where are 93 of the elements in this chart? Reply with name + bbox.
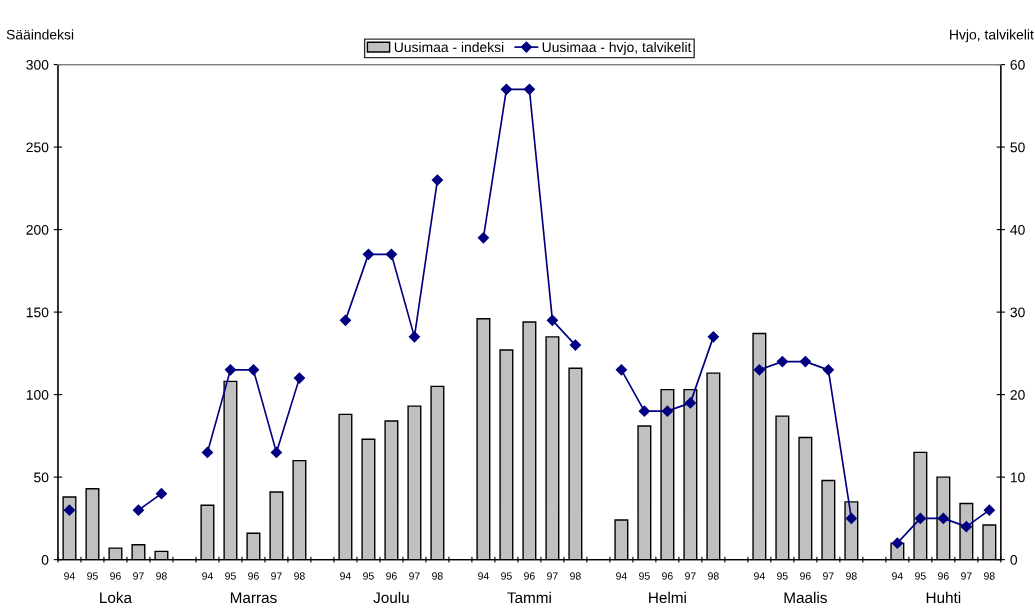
x-tick-label: 98 (846, 572, 857, 580)
x-tick-label: 96 (386, 572, 397, 580)
x-tick-label: 96 (248, 572, 259, 580)
text: Tammi (507, 591, 551, 604)
x-tick-label: 96 (662, 572, 673, 580)
x-tick-label: 97 (685, 572, 696, 580)
x-tick-label: 98 (708, 572, 719, 580)
point (132, 504, 145, 516)
y-tick-label: 0 (41, 554, 49, 565)
y2-tick-label: 0 (1010, 554, 1018, 565)
y2-tick-label: 20 (1010, 389, 1025, 400)
x-tick-label: 98 (570, 572, 581, 580)
x-tick-label: 95 (363, 572, 374, 580)
x-tick-label: 95 (225, 572, 236, 580)
x-tick-label: 97 (409, 572, 420, 580)
x-tick-label: 96 (800, 572, 811, 580)
y2-tick-label: 30 (1010, 307, 1025, 318)
y-tick-label: 150 (26, 307, 49, 318)
x-tick-label: 94 (478, 572, 489, 580)
point (500, 83, 513, 95)
x-tick-label: 95 (915, 572, 926, 580)
point (569, 339, 582, 351)
x-tick-label: 95 (639, 572, 650, 580)
point (661, 405, 673, 417)
point (546, 314, 559, 326)
point (960, 521, 972, 533)
x-tick-label: 98 (432, 572, 443, 580)
y-tick-label: 250 (26, 142, 49, 153)
text: Joulu (373, 591, 409, 604)
point (63, 504, 76, 516)
point (155, 488, 168, 500)
point (224, 364, 237, 376)
x-tick-label: 94 (202, 572, 213, 580)
point (753, 364, 765, 376)
y-tick-label: 100 (26, 389, 49, 400)
x-tick-label: 97 (547, 572, 558, 580)
y2-tick-label: 10 (1010, 472, 1025, 483)
point (270, 446, 283, 458)
x-tick-label: 98 (984, 572, 995, 580)
x-tick-label: 95 (501, 572, 512, 580)
y-axis-title: Sääindeksi (6, 29, 74, 40)
point (845, 512, 857, 524)
x-tick-label: 98 (294, 572, 305, 580)
point (983, 504, 995, 516)
x-tick-label: 95 (87, 572, 98, 580)
x-tick-label: 95 (777, 572, 788, 580)
point (799, 356, 811, 368)
point (431, 174, 444, 186)
x-tick-label: 96 (110, 572, 121, 580)
point (523, 83, 536, 95)
text: Huhti (926, 591, 961, 604)
text: Maalis (784, 591, 827, 604)
point (293, 372, 306, 384)
point (891, 537, 903, 549)
x-tick-label: 97 (961, 572, 972, 580)
text: Marras (230, 592, 277, 604)
point (362, 248, 375, 260)
legend-label: Uusimaa - hvjo, talvikelit (542, 41, 692, 55)
y-tick-label: 200 (26, 224, 49, 235)
x-tick-label: 97 (823, 572, 834, 580)
point (339, 314, 352, 326)
x-tick-label: 94 (340, 572, 351, 580)
x-tick-label: 94 (616, 572, 627, 580)
point (385, 248, 398, 260)
y2-axis-title: Hvjo, talvikelit (950, 29, 1034, 43)
text: Helmi (649, 591, 686, 604)
y-tick-label: 50 (34, 472, 49, 483)
point (776, 356, 788, 368)
x-tick-label: 96 (938, 572, 949, 580)
legend-label: Uusimaa - indeksi (394, 41, 504, 53)
point (408, 331, 421, 343)
y2-tick-label: 50 (1010, 142, 1025, 153)
point (615, 364, 627, 376)
point (914, 512, 926, 524)
point (707, 331, 719, 343)
x-tick-label: 94 (754, 572, 765, 580)
point (684, 397, 696, 409)
text: Loka (100, 591, 133, 604)
point (937, 512, 949, 524)
x-tick-label: 97 (271, 572, 282, 580)
point (638, 405, 650, 417)
y2-tick-label: 40 (1010, 224, 1025, 235)
y2-tick-label: 60 (1010, 59, 1025, 70)
y-tick-label: 300 (26, 59, 49, 70)
x-tick-label: 98 (156, 572, 167, 580)
point (247, 364, 260, 376)
x-tick-label: 96 (524, 572, 535, 580)
point (822, 364, 834, 376)
point (201, 446, 214, 458)
point (477, 232, 490, 244)
x-tick-label: 94 (892, 572, 903, 580)
x-tick-label: 97 (133, 572, 144, 580)
x-tick-label: 94 (64, 572, 75, 580)
